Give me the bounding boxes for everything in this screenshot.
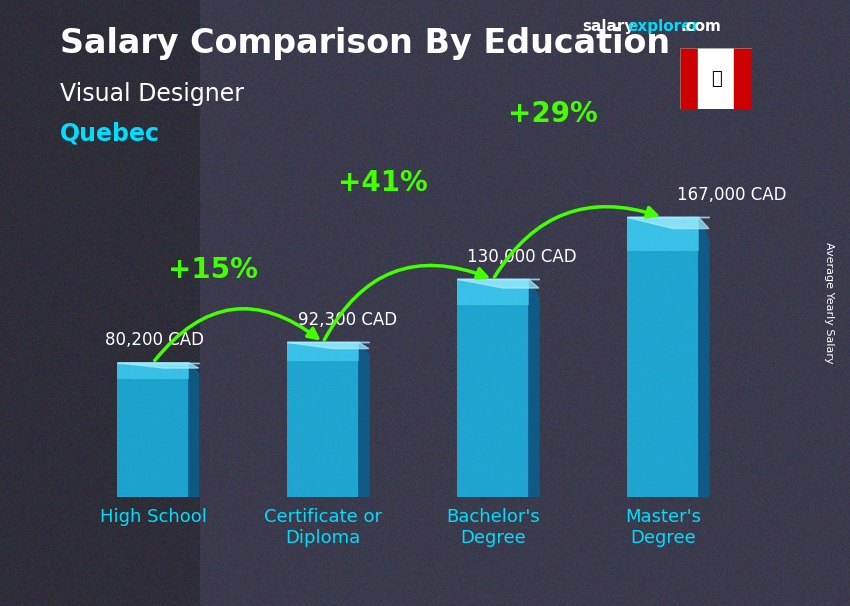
Polygon shape <box>457 279 539 288</box>
Polygon shape <box>287 342 369 348</box>
Bar <box>287 342 359 497</box>
Polygon shape <box>189 362 199 497</box>
Bar <box>457 279 529 497</box>
Text: .com: .com <box>680 19 721 35</box>
Text: Salary Comparison By Education: Salary Comparison By Education <box>60 27 670 60</box>
Bar <box>680 48 698 109</box>
Text: +41%: +41% <box>337 168 428 197</box>
Text: 130,000 CAD: 130,000 CAD <box>468 248 577 266</box>
Bar <box>627 218 699 497</box>
Polygon shape <box>359 342 369 497</box>
Bar <box>734 48 752 109</box>
Polygon shape <box>699 218 709 497</box>
FancyArrowPatch shape <box>155 308 318 361</box>
Polygon shape <box>117 362 199 368</box>
Bar <box>698 48 734 109</box>
Text: 92,300 CAD: 92,300 CAD <box>298 311 397 329</box>
Polygon shape <box>627 218 709 228</box>
Text: Quebec: Quebec <box>60 121 160 145</box>
Text: 80,200 CAD: 80,200 CAD <box>105 331 204 349</box>
Text: 167,000 CAD: 167,000 CAD <box>677 186 786 204</box>
Bar <box>117 362 189 497</box>
Text: Visual Designer: Visual Designer <box>60 82 243 106</box>
Polygon shape <box>529 279 539 497</box>
Bar <box>117 362 189 379</box>
Bar <box>287 342 359 361</box>
FancyArrowPatch shape <box>325 265 487 340</box>
Text: salary: salary <box>582 19 635 35</box>
Text: +29%: +29% <box>507 100 598 128</box>
FancyArrowPatch shape <box>495 207 657 277</box>
Bar <box>457 279 529 305</box>
Text: explorer: explorer <box>627 19 700 35</box>
Text: 🍁: 🍁 <box>711 70 722 88</box>
Text: +15%: +15% <box>167 256 258 284</box>
Text: Average Yearly Salary: Average Yearly Salary <box>824 242 834 364</box>
Bar <box>627 218 699 251</box>
